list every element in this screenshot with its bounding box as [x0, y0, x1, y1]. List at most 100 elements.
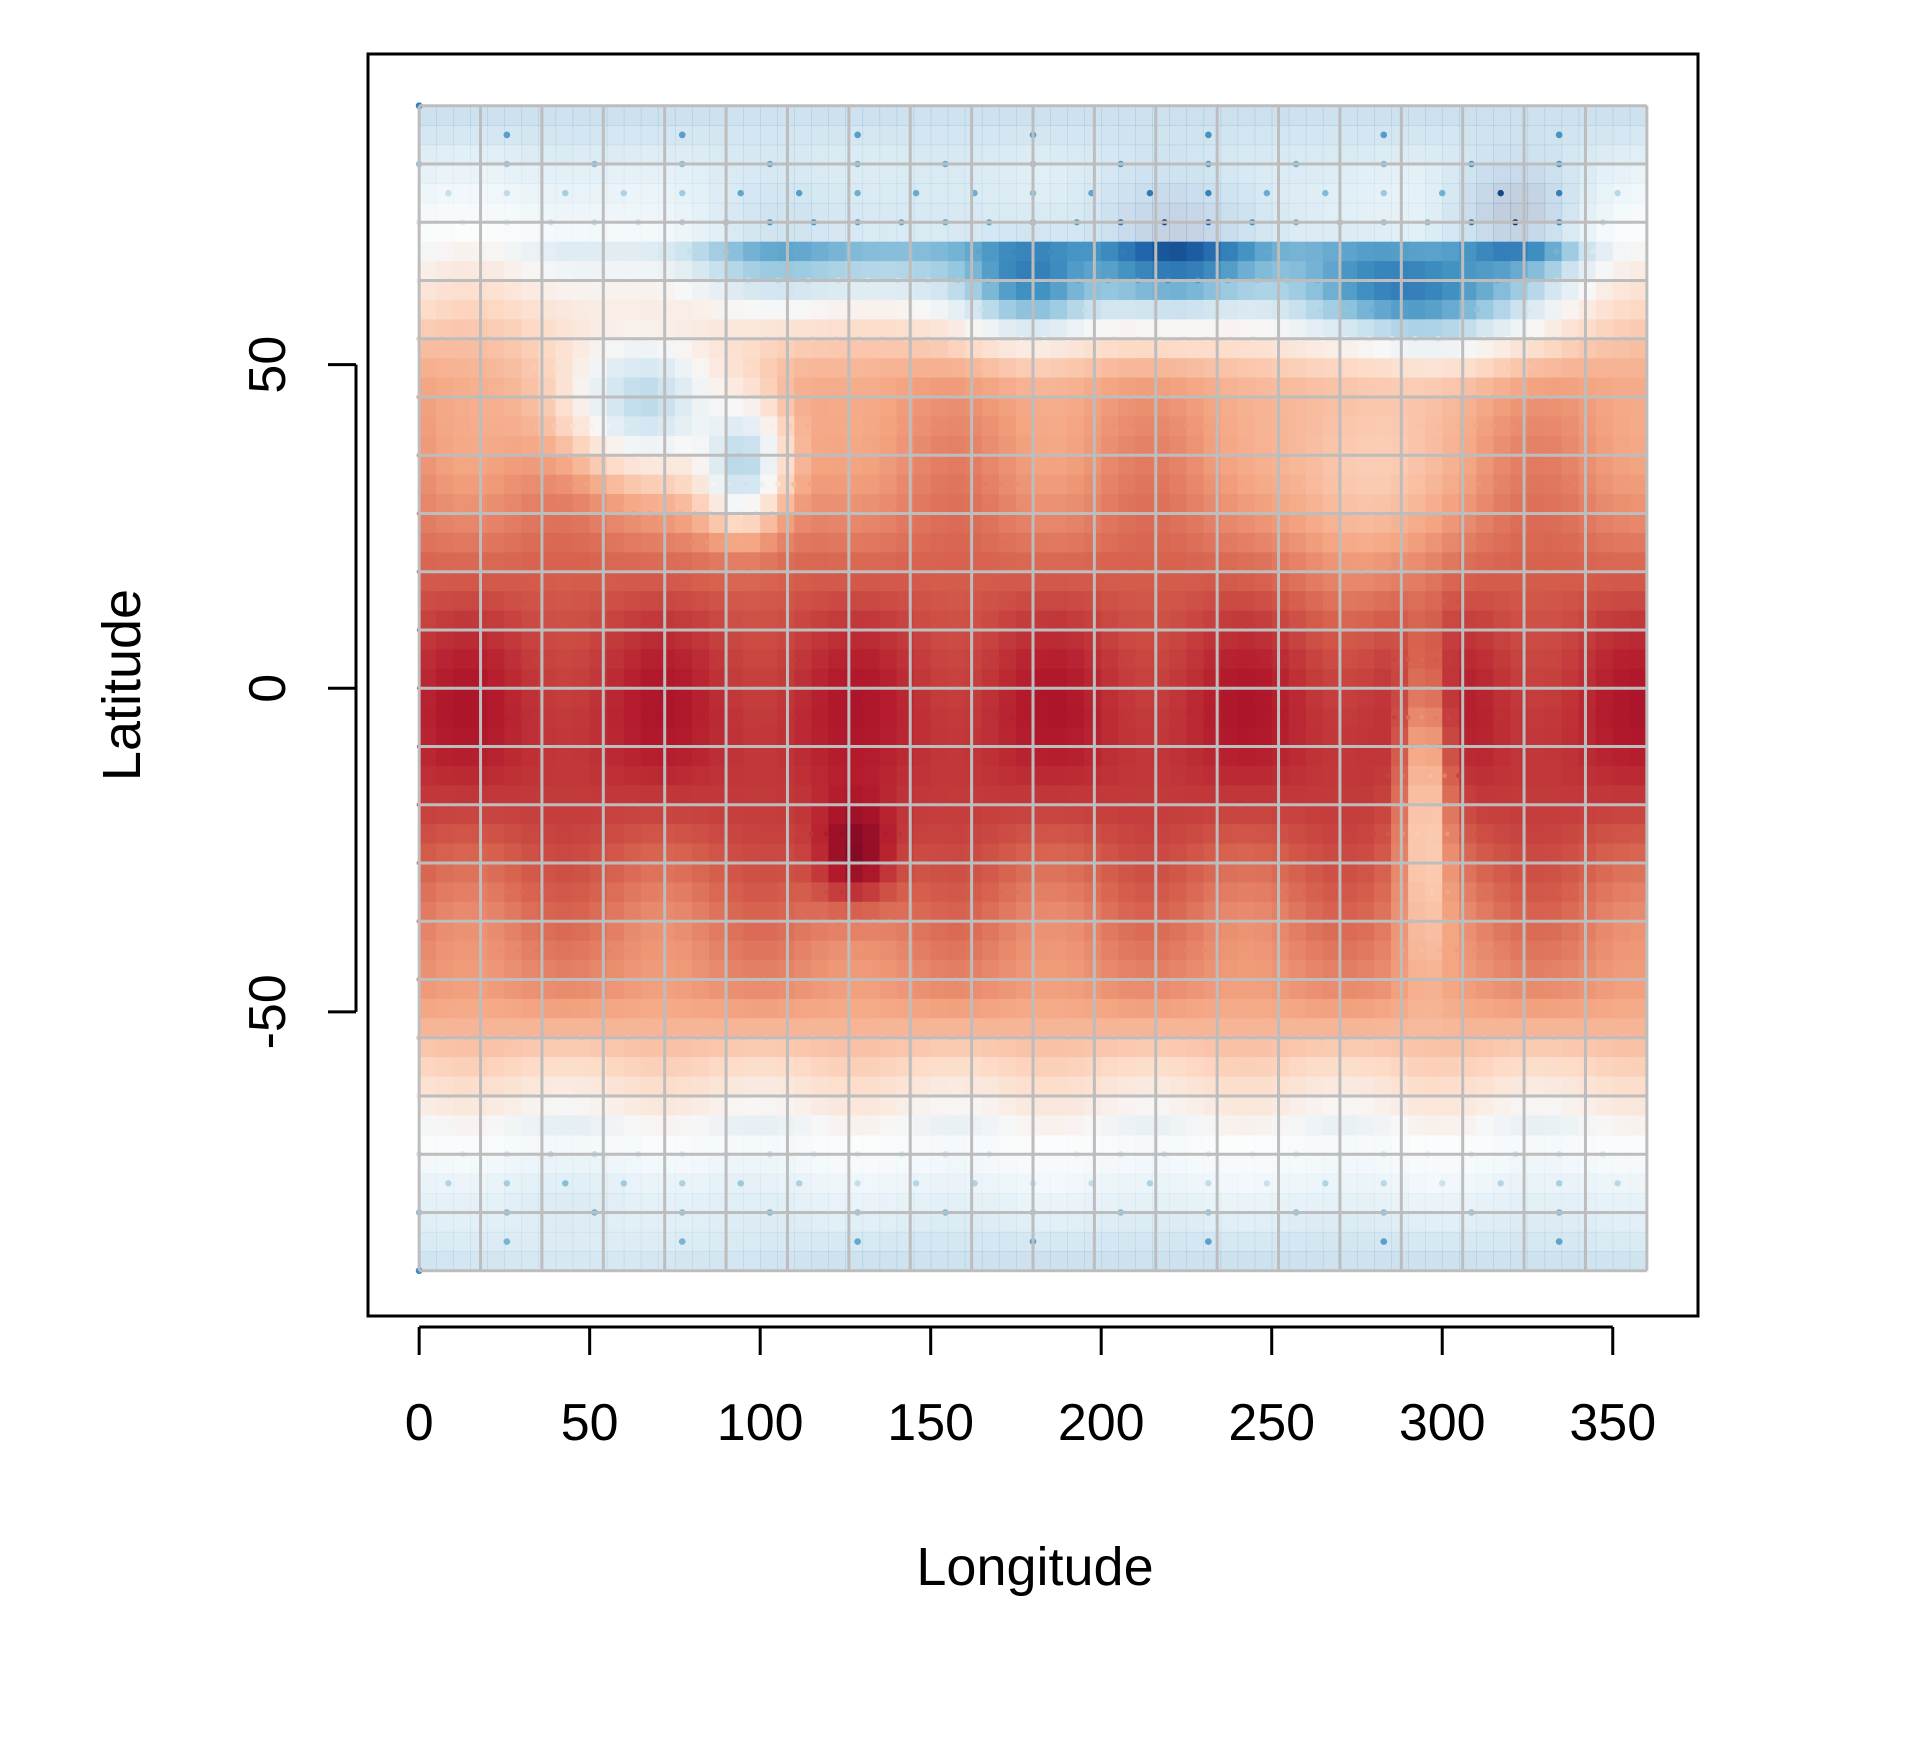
data-point	[445, 1180, 452, 1187]
heatmap-cell	[1425, 591, 1443, 612]
data-point	[1129, 947, 1136, 954]
heatmap-cell	[743, 1037, 761, 1058]
heatmap-cell	[862, 280, 881, 301]
heatmap-cell	[1135, 183, 1153, 204]
heatmap-cell	[930, 591, 949, 612]
heatmap-cell	[1629, 901, 1648, 922]
heatmap-cell	[606, 474, 625, 495]
heatmap-cell	[1237, 804, 1256, 825]
heatmap-cell	[1425, 1057, 1443, 1078]
heatmap-cell	[981, 474, 1000, 495]
heatmap-cell	[1527, 707, 1546, 728]
heatmap-cell	[487, 474, 506, 495]
heatmap-cell	[1442, 998, 1460, 1019]
heatmap-cell	[1493, 1193, 1512, 1214]
heatmap-cell	[657, 1251, 676, 1272]
heatmap-cell	[879, 960, 898, 981]
heatmap-cell	[1101, 183, 1119, 204]
heatmap-cell	[947, 513, 966, 534]
heatmap-cell	[674, 1251, 693, 1272]
heatmap-cell	[743, 1076, 761, 1097]
data-point	[873, 1063, 880, 1070]
heatmap-cell	[1527, 610, 1546, 631]
data-point	[426, 1005, 433, 1012]
data-point	[1141, 889, 1148, 895]
heatmap-cell	[1476, 746, 1494, 767]
heatmap-cell	[1476, 824, 1494, 845]
heatmap-cell	[1425, 921, 1443, 942]
heatmap-cell	[1629, 455, 1648, 476]
data-point	[533, 1063, 540, 1070]
heatmap-cell	[1015, 319, 1034, 340]
heatmap-cell	[947, 688, 966, 709]
heatmap-cell	[828, 358, 847, 379]
heatmap-cell	[1493, 125, 1512, 146]
heatmap-cell	[572, 1057, 591, 1078]
heatmap-cell	[691, 1173, 710, 1194]
data-point	[1436, 947, 1442, 954]
heatmap-cell	[1288, 552, 1307, 573]
heatmap-cell	[1612, 610, 1631, 631]
heatmap-cell	[1629, 1057, 1648, 1078]
data-point	[1125, 1005, 1132, 1012]
heatmap-cell	[1067, 183, 1085, 204]
data-point	[1219, 947, 1226, 954]
heatmap-cell	[487, 532, 506, 553]
heatmap-cell	[1237, 222, 1256, 243]
heatmap-cell	[811, 377, 829, 398]
heatmap-cell	[606, 1095, 625, 1116]
heatmap-cell	[726, 474, 744, 495]
heatmap-cell	[1169, 1037, 1188, 1058]
heatmap-cell	[760, 804, 778, 825]
heatmap-cell	[606, 940, 625, 961]
heatmap-cell	[674, 280, 693, 301]
heatmap-cell	[1050, 629, 1068, 651]
heatmap-cell	[1033, 241, 1051, 262]
heatmap-cell	[709, 610, 727, 631]
heatmap-cell	[555, 727, 574, 748]
heatmap-cell	[555, 746, 574, 767]
heatmap-cell	[964, 164, 983, 185]
heatmap-cell	[504, 319, 523, 340]
heatmap-cell	[1135, 455, 1153, 476]
heatmap-cell	[453, 707, 471, 728]
heatmap-cell	[487, 222, 506, 243]
heatmap-cell	[1067, 338, 1085, 359]
heatmap-cell	[981, 785, 1000, 806]
heatmap-cell	[1067, 629, 1085, 651]
heatmap-cell	[640, 144, 659, 165]
heatmap-cell	[1527, 862, 1546, 883]
heatmap-cell	[743, 494, 761, 515]
heatmap-cell	[640, 629, 659, 651]
heatmap-cell	[1135, 397, 1153, 418]
heatmap-cell	[1578, 299, 1597, 320]
heatmap-cell	[1544, 377, 1563, 398]
heatmap-cell	[811, 261, 829, 282]
heatmap-cell	[1050, 960, 1068, 981]
heatmap-cell	[1033, 280, 1051, 301]
heatmap-cell	[1612, 183, 1631, 204]
heatmap-cell	[1101, 1115, 1119, 1136]
heatmap-cell	[555, 882, 574, 903]
heatmap-cell	[862, 319, 881, 340]
heatmap-cell	[436, 494, 454, 515]
heatmap-cell	[1033, 688, 1051, 709]
heatmap-cell	[657, 1231, 676, 1252]
heatmap-cell	[1220, 1095, 1239, 1116]
heatmap-cell	[1288, 474, 1307, 495]
heatmap-cell	[1612, 241, 1631, 262]
heatmap-cell	[1408, 668, 1426, 689]
heatmap-cell	[1322, 397, 1341, 418]
heatmap-cell	[1271, 882, 1290, 903]
heatmap-cell	[1629, 241, 1648, 262]
heatmap-cell	[1442, 1212, 1460, 1233]
heatmap-cell	[1476, 940, 1494, 961]
heatmap-cell	[1356, 183, 1375, 204]
heatmap-cell	[623, 1134, 642, 1155]
heatmap-cell	[1595, 494, 1614, 515]
heatmap-cell	[879, 1212, 898, 1233]
heatmap-cell	[1118, 629, 1136, 651]
heatmap-cell	[555, 455, 574, 476]
heatmap-cell	[1220, 862, 1239, 883]
heatmap-cell	[1612, 435, 1631, 456]
